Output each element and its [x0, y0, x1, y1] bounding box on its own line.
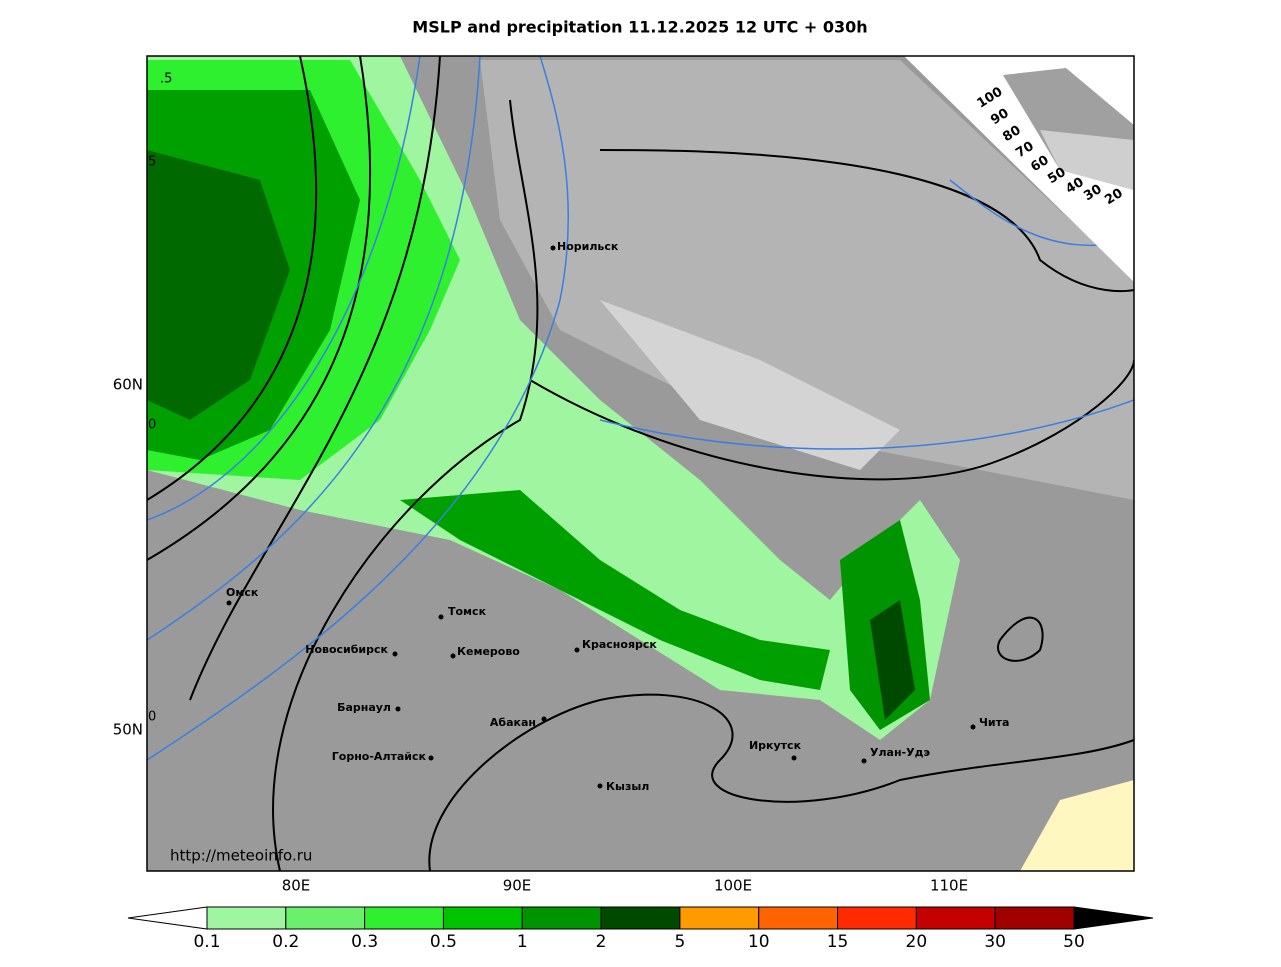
lon-label: 90E	[503, 877, 532, 895]
city-label: Норильск	[557, 240, 619, 253]
colorbar-label: 20	[906, 932, 928, 952]
isobar-label: .5	[160, 72, 172, 87]
colorbar-segment	[994, 906, 1075, 930]
city-label: Томск	[448, 605, 487, 618]
map-area: .5 5 0 0 http://meteoinfo.ru	[147, 56, 1134, 871]
lon-label: 80E	[282, 877, 311, 895]
colorbar-label: 2	[596, 932, 607, 952]
colorbar-segment	[206, 906, 287, 930]
colorbar-label: 1	[517, 932, 528, 952]
city-dot	[226, 600, 232, 606]
isobar-label: 0	[148, 418, 156, 433]
source-url[interactable]: http://meteoinfo.ru	[170, 847, 312, 865]
colorbar-label: 0.1	[193, 932, 220, 952]
colorbar-label: 15	[827, 932, 849, 952]
colorbar: 0.1 0.2 0.3 0.5 1 2 5 10 15 20 30 50	[127, 906, 1154, 952]
colorbar-segment	[915, 906, 996, 930]
lon-label: 110E	[930, 877, 968, 895]
colorbar-segment	[758, 906, 839, 930]
isobar-label: 0	[148, 710, 156, 725]
colorbar-label: 5	[674, 932, 685, 952]
city-dot	[541, 716, 547, 722]
colorbar-segment	[837, 906, 917, 930]
colorbar-segment	[600, 906, 681, 930]
city-label: Барнаул	[337, 701, 391, 714]
cloud-scale-wedges	[1003, 68, 1134, 190]
cloud-area	[600, 300, 900, 470]
city-label: Кызыл	[606, 780, 649, 793]
lat-label: 60N	[113, 376, 143, 394]
city-dot	[597, 783, 603, 789]
city-label: Абакан	[490, 716, 536, 729]
city-label: Красноярск	[582, 638, 657, 651]
city-dot	[970, 724, 976, 730]
colorbar-segment	[521, 906, 602, 930]
isobar-label: 5	[148, 155, 156, 170]
precip-area	[400, 490, 830, 690]
precip-area	[870, 600, 915, 720]
colorbar-label: 0.3	[351, 932, 378, 952]
city-dot	[392, 651, 398, 657]
cities: Норильск Омск Томск Новосибирск Кемерово Крас…	[226, 240, 1009, 793]
colorbar-segment	[285, 906, 366, 930]
city-label: Иркутск	[749, 739, 802, 752]
city-dot	[574, 647, 580, 653]
city-label: Улан-Удэ	[870, 746, 930, 759]
city-dot	[791, 755, 797, 761]
lon-label: 100E	[714, 877, 752, 895]
city-dot	[550, 245, 556, 251]
lat-label: 50N	[113, 721, 143, 739]
city-label: Чита	[979, 716, 1009, 729]
city-label: Кемерово	[457, 645, 520, 658]
isobars	[147, 56, 1134, 871]
colorbar-label: 10	[748, 932, 770, 952]
colorbar-under	[127, 906, 208, 930]
colorbar-segment	[442, 906, 523, 930]
city-dot	[450, 653, 456, 659]
city-dot	[438, 614, 444, 620]
city-label: Новосибирск	[305, 643, 388, 656]
dry-area	[1020, 780, 1134, 871]
map-frame	[146, 55, 1135, 872]
colorbar-segment	[679, 906, 760, 930]
axes: 80E 90E 100E 110E 60N 50N	[113, 376, 968, 895]
colorbar-over	[1073, 906, 1154, 930]
city-label: Омск	[226, 586, 259, 599]
cloud-area	[480, 60, 1134, 500]
city-dot	[395, 706, 401, 712]
colorbar-label: 50	[1063, 932, 1085, 952]
colorbar-segment	[364, 906, 444, 930]
temperature-lines	[147, 56, 1134, 761]
colorbar-label: 0.5	[430, 932, 457, 952]
city-label: Горно-Алтайск	[332, 750, 427, 763]
city-dot	[428, 755, 434, 761]
title: MSLP and precipitation 11.12.2025 12 UTC…	[412, 18, 867, 37]
colorbar-label: 30	[984, 932, 1006, 952]
precip-area	[147, 150, 290, 420]
city-dot	[861, 758, 867, 764]
colorbar-label: 0.2	[272, 932, 299, 952]
